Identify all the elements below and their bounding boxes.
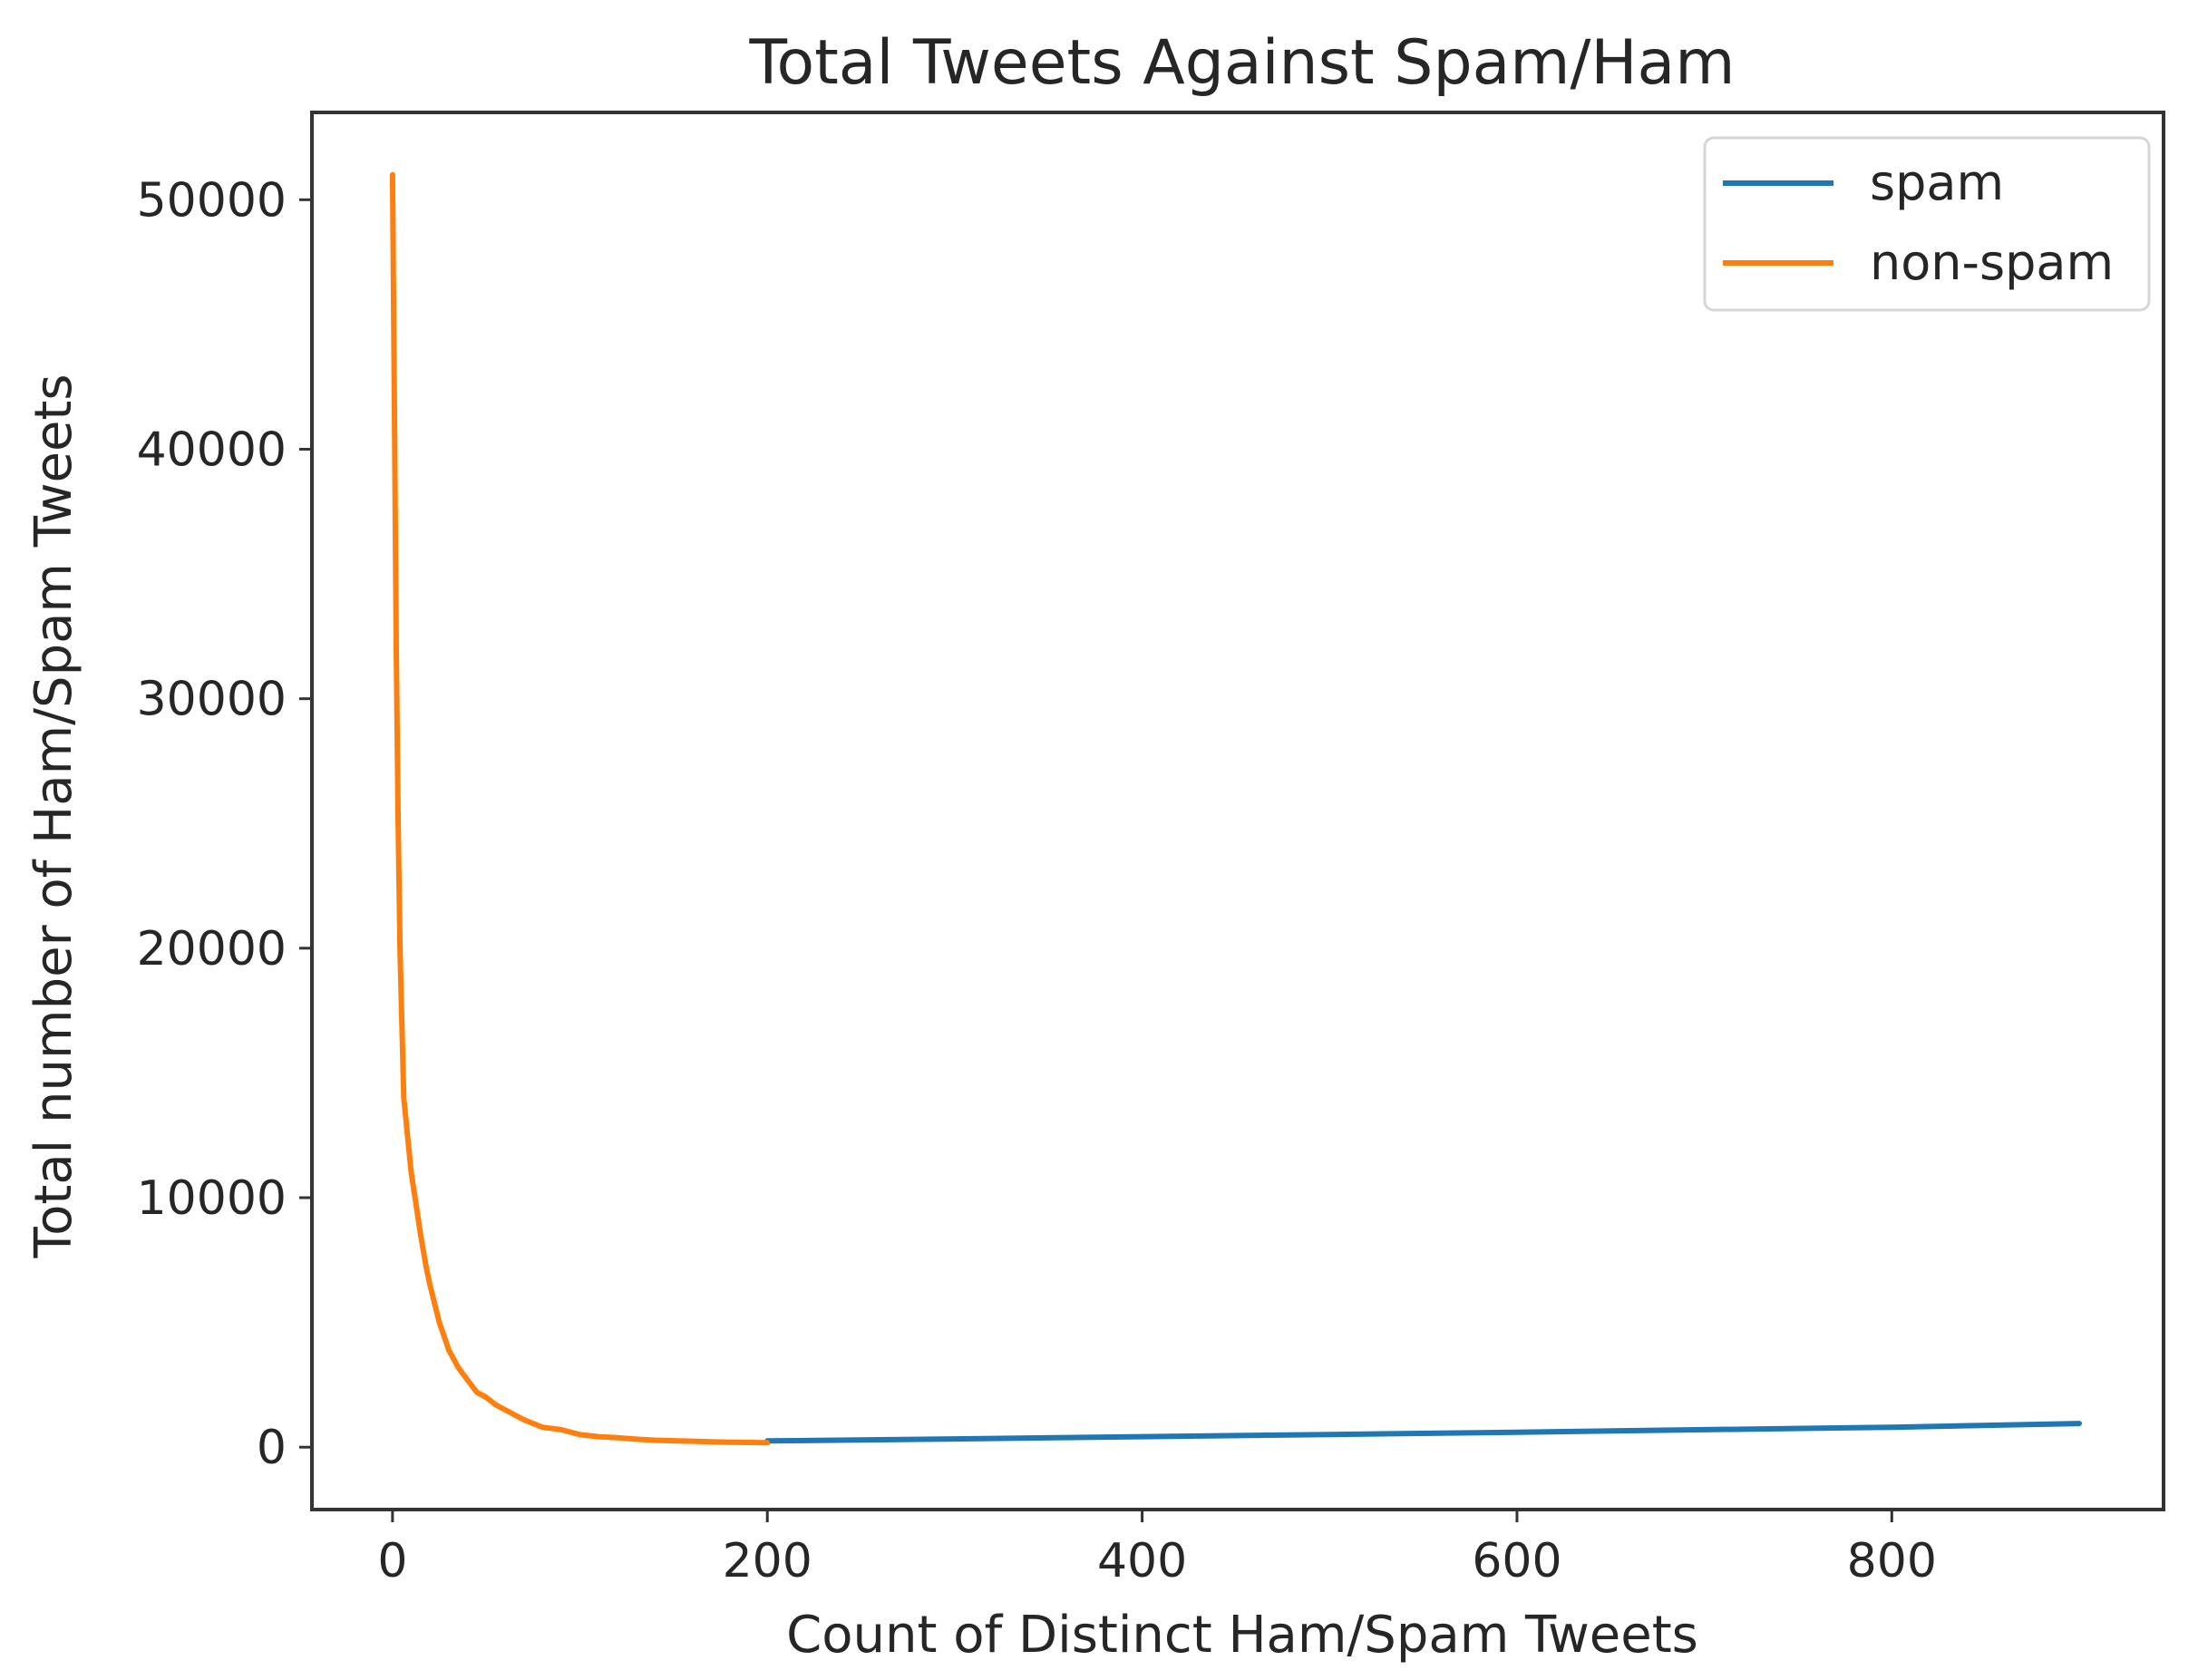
y-tick-label: 30000 — [137, 673, 287, 727]
x-tick-label: 400 — [1097, 1534, 1187, 1588]
y-axis-label: Total number of Ham/Spam Tweets — [24, 374, 83, 1258]
series-line-non-spam — [389, 171, 771, 1446]
legend-label-non-spam: non-spam — [1870, 234, 2114, 291]
legend: spam non-spam — [1703, 136, 2151, 312]
plot-frame — [310, 111, 2165, 1511]
y-tick-label: 50000 — [137, 173, 287, 228]
x-tick-label: 200 — [723, 1534, 812, 1588]
y-tick-label: 0 — [257, 1421, 287, 1475]
y-tick-label: 20000 — [137, 922, 287, 976]
y-tick-label: 10000 — [137, 1171, 287, 1226]
legend-label-spam: spam — [1870, 154, 2004, 211]
y-tick-label: 40000 — [137, 422, 287, 477]
x-axis-ticks: 0 200 400 600 800 — [377, 1510, 1937, 1588]
y-axis-ticks: 0 10000 20000 30000 40000 50000 — [137, 173, 312, 1475]
x-tick-label: 800 — [1847, 1534, 1937, 1588]
x-tick-label: 0 — [377, 1534, 407, 1588]
x-tick-label: 600 — [1472, 1534, 1561, 1588]
series-line-spam — [764, 1421, 2082, 1444]
series-layer — [389, 171, 2082, 1446]
chart-title: Total Tweets Against Spam/Ham — [749, 27, 1736, 99]
plot-area — [310, 111, 2165, 1511]
x-axis-label: Count of Distinct Ham/Spam Tweets — [786, 1606, 1698, 1665]
